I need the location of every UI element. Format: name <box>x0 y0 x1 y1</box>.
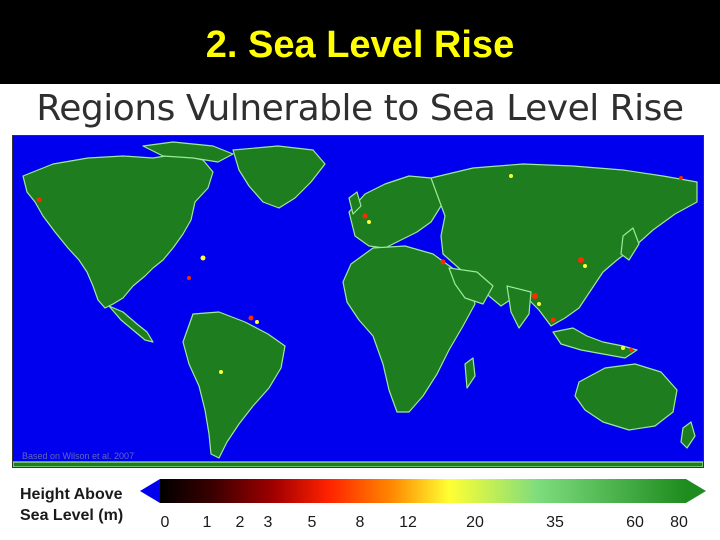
arabia-india <box>448 267 532 329</box>
legend-title: Height Above Sea Level (m) <box>20 484 123 526</box>
madagascar <box>464 357 476 389</box>
legend-tick: 12 <box>399 514 417 531</box>
southeast-asia-islands <box>552 327 638 359</box>
legend-title-line2: Sea Level (m) <box>20 507 124 524</box>
greenland <box>232 145 326 209</box>
antarctic-rim <box>13 461 703 467</box>
source-note: Based on Wilson et al. 2007 <box>22 451 135 461</box>
lowland-hotspots <box>36 174 683 374</box>
legend-tick: 80 <box>670 514 688 531</box>
slide-header: 2. Sea Level Rise <box>0 0 720 84</box>
legend-tick: 60 <box>626 514 644 531</box>
world-map <box>12 135 704 468</box>
africa <box>342 245 476 413</box>
australia <box>574 363 678 431</box>
south-america <box>182 311 286 459</box>
europe <box>348 175 446 249</box>
legend-tick: 1 <box>202 514 212 531</box>
new-zealand <box>680 421 696 449</box>
legend-tick: 2 <box>235 514 245 531</box>
british-isles <box>348 191 362 215</box>
world-map-svg <box>13 136 703 467</box>
legend-tick: 20 <box>466 514 484 531</box>
arctic-islands <box>142 141 234 163</box>
legend-right-arrow <box>686 479 706 503</box>
slide-title: 2. Sea Level Rise <box>205 24 515 66</box>
legend-tick: 3 <box>263 514 273 531</box>
map-heading: Regions Vulnerable to Sea Level Rise <box>36 88 684 129</box>
legend-left-arrow <box>140 479 160 503</box>
legend-gradient <box>160 479 686 503</box>
legend-tick: 35 <box>546 514 564 531</box>
legend-tick: 8 <box>355 514 365 531</box>
central-america <box>108 305 154 343</box>
legend-color-bar <box>140 479 706 503</box>
legend-tick: 0 <box>160 514 170 531</box>
legend-tick: 5 <box>307 514 317 531</box>
japan <box>620 227 640 261</box>
legend-title-line1: Height Above <box>20 486 123 503</box>
